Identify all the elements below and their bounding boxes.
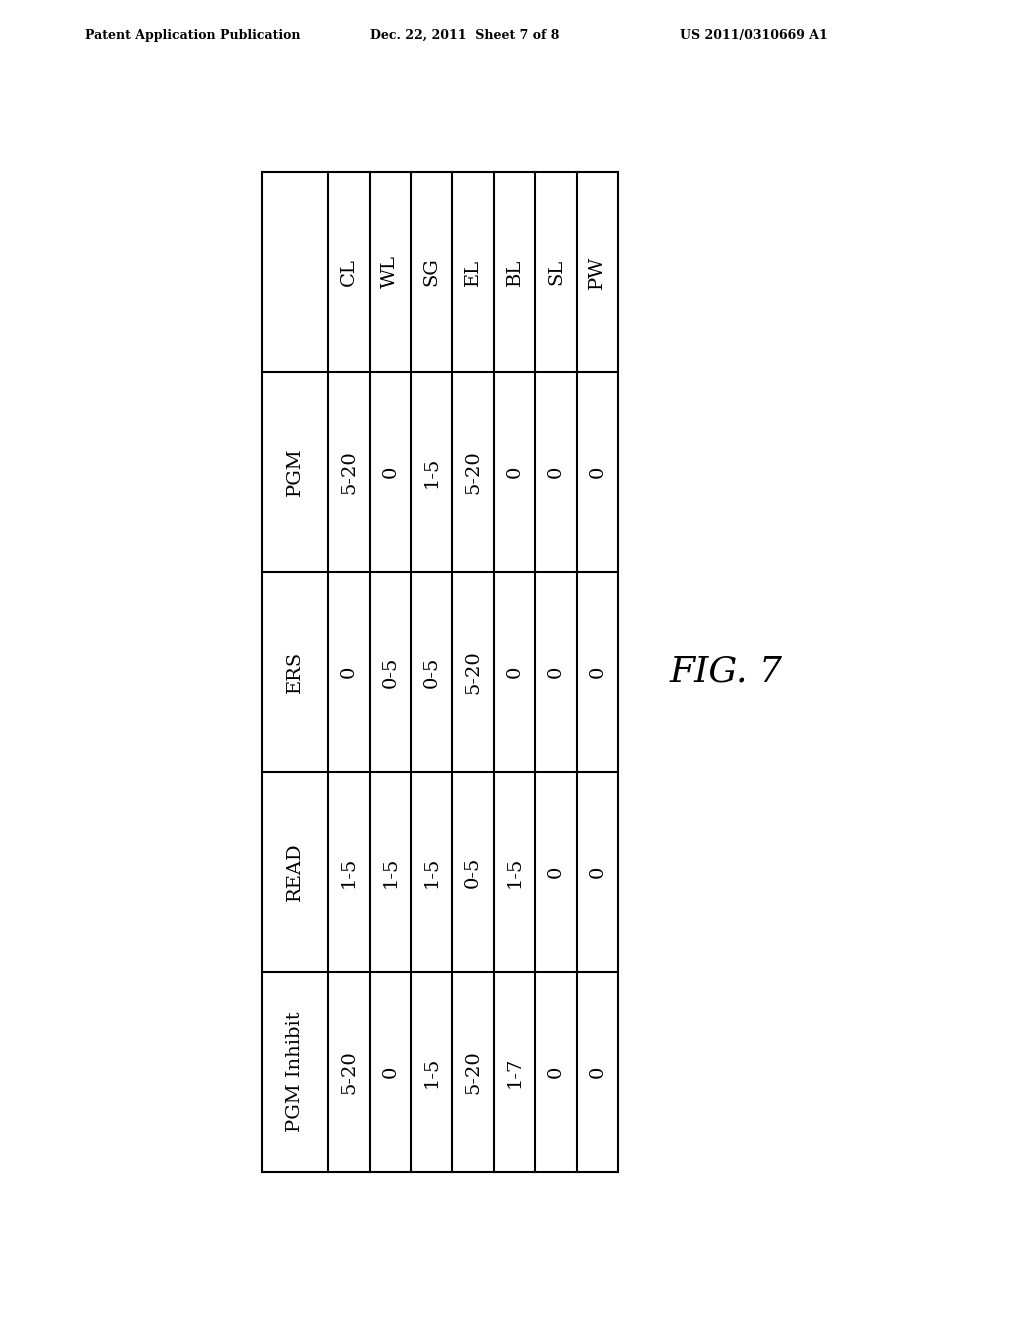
- Text: SL: SL: [547, 259, 565, 285]
- Text: 0: 0: [340, 665, 358, 678]
- Text: 0-5: 0-5: [423, 656, 440, 688]
- Text: 1-5: 1-5: [381, 857, 399, 887]
- Text: SG: SG: [423, 257, 440, 286]
- Text: 1-5: 1-5: [423, 457, 440, 487]
- Text: 1-7: 1-7: [506, 1056, 523, 1088]
- Text: PW: PW: [589, 255, 606, 289]
- Text: READ: READ: [286, 842, 304, 902]
- Text: 0: 0: [589, 466, 606, 478]
- Text: 5-20: 5-20: [464, 651, 482, 694]
- Text: ERS: ERS: [286, 651, 304, 693]
- Text: 0: 0: [547, 466, 565, 478]
- Text: 1-5: 1-5: [506, 857, 523, 887]
- Text: 0: 0: [547, 665, 565, 678]
- Text: 0: 0: [506, 466, 523, 478]
- Text: 0: 0: [589, 866, 606, 878]
- Text: 0: 0: [506, 665, 523, 678]
- Text: 0-5: 0-5: [464, 857, 482, 887]
- Text: PGM Inhibit: PGM Inhibit: [286, 1011, 304, 1133]
- Text: 0: 0: [547, 866, 565, 878]
- Text: US 2011/0310669 A1: US 2011/0310669 A1: [680, 29, 827, 41]
- Text: EL: EL: [464, 259, 482, 285]
- Text: BL: BL: [506, 259, 523, 285]
- Text: 0: 0: [381, 1065, 399, 1078]
- Text: 1-5: 1-5: [423, 1056, 440, 1088]
- Text: 5-20: 5-20: [464, 1051, 482, 1094]
- Text: 0: 0: [589, 1065, 606, 1078]
- Text: 1-5: 1-5: [423, 857, 440, 887]
- Text: Patent Application Publication: Patent Application Publication: [85, 29, 300, 41]
- Text: Dec. 22, 2011  Sheet 7 of 8: Dec. 22, 2011 Sheet 7 of 8: [370, 29, 559, 41]
- Text: 0: 0: [589, 665, 606, 678]
- Text: 5-20: 5-20: [464, 450, 482, 494]
- Text: 5-20: 5-20: [340, 1051, 358, 1094]
- Text: 5-20: 5-20: [340, 450, 358, 494]
- Text: 1-5: 1-5: [340, 857, 358, 887]
- Text: PGM: PGM: [286, 447, 304, 496]
- Text: 0: 0: [547, 1065, 565, 1078]
- Text: CL: CL: [340, 259, 358, 286]
- Text: WL: WL: [381, 256, 399, 289]
- Text: FIG. 7: FIG. 7: [670, 655, 783, 689]
- Text: 0: 0: [381, 466, 399, 478]
- Text: 0-5: 0-5: [381, 656, 399, 688]
